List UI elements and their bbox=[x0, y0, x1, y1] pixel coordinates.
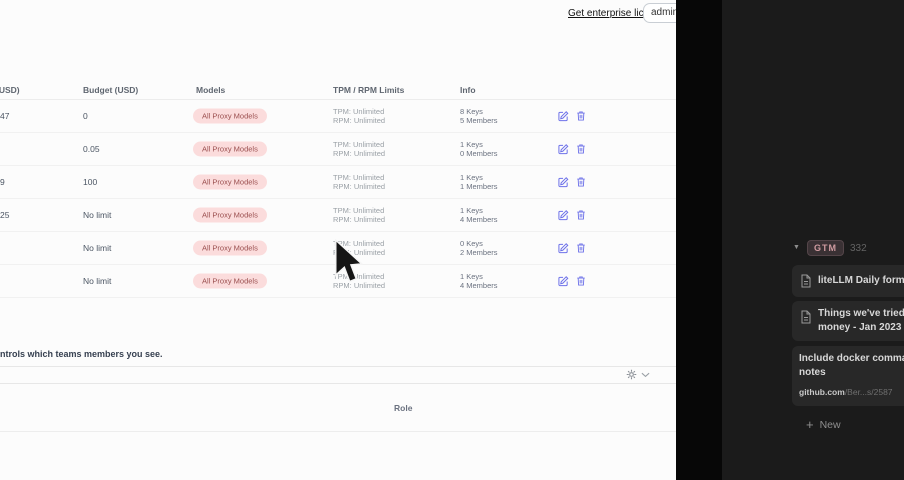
spend-value: 9 bbox=[0, 177, 5, 187]
note-subtitle: money - Jan 2023 bbox=[818, 322, 902, 333]
models-badge: All Proxy Models bbox=[193, 207, 267, 223]
edit-icon[interactable] bbox=[558, 177, 569, 188]
group-header: ▼ GTM 332 bbox=[722, 240, 904, 260]
note-title: Things we've tried bbox=[818, 308, 904, 319]
limits-value: TPM: Unlimited RPM: Unlimited bbox=[333, 206, 386, 224]
delete-icon[interactable] bbox=[576, 210, 586, 221]
col-info: Info bbox=[460, 85, 476, 95]
divider bbox=[0, 383, 676, 384]
table-row: 25 No limit All Proxy Models TPM: Unlimi… bbox=[0, 199, 676, 232]
models-badge: All Proxy Models bbox=[193, 141, 267, 157]
info-value: 0 Keys 2 Members bbox=[460, 239, 498, 257]
limits-value: TPM: Unlimited RPM: Unlimited bbox=[333, 173, 386, 191]
budget-value: No limit bbox=[83, 276, 112, 286]
note-card[interactable]: Include docker comma notes github.com/Be… bbox=[792, 346, 904, 406]
role-column-header: Role bbox=[394, 403, 413, 413]
note-title: liteLLM Daily forma bbox=[818, 275, 904, 286]
document-icon bbox=[801, 274, 811, 288]
models-badge: All Proxy Models bbox=[193, 273, 267, 289]
section-description: ntrols which teams members you see. bbox=[0, 349, 163, 359]
table-row: No limit All Proxy Models TPM: Unlimited… bbox=[0, 265, 676, 298]
edit-icon[interactable] bbox=[558, 144, 569, 155]
divider bbox=[0, 366, 676, 367]
group-count: 332 bbox=[850, 243, 867, 254]
budget-value: 100 bbox=[83, 177, 98, 187]
new-note-button[interactable]: + New bbox=[806, 417, 841, 432]
budget-value: No limit bbox=[83, 210, 112, 220]
limits-value: TPM: Unlimited RPM: Unlimited bbox=[333, 140, 386, 158]
document-icon bbox=[801, 310, 811, 324]
budget-value: 0 bbox=[83, 111, 88, 121]
limits-value: TPM: Unlimited RPM: Unlimited bbox=[333, 107, 386, 125]
models-badge: All Proxy Models bbox=[193, 108, 267, 124]
info-value: 1 Keys 0 Members bbox=[460, 140, 498, 158]
note-title-line2: notes bbox=[799, 367, 826, 378]
group-tag-badge[interactable]: GTM bbox=[807, 240, 844, 256]
info-value: 8 Keys 5 Members bbox=[460, 107, 498, 125]
window-gutter bbox=[676, 0, 722, 480]
table-row: 47 0 All Proxy Models TPM: Unlimited RPM:… bbox=[0, 100, 676, 133]
spend-value: 47 bbox=[0, 111, 10, 121]
edit-icon[interactable] bbox=[558, 276, 569, 287]
spend-value: 25 bbox=[0, 210, 10, 220]
delete-icon[interactable] bbox=[576, 276, 586, 287]
models-badge: All Proxy Models bbox=[193, 240, 267, 256]
note-title: Include docker comma bbox=[799, 353, 904, 364]
notes-side-panel: ▼ GTM 332 liteLLM Daily forma Things we'… bbox=[722, 0, 904, 480]
enterprise-license-link[interactable]: Get enterprise license bbox=[568, 8, 666, 19]
admin-app-area: Get enterprise license admin (USD) Budge… bbox=[0, 0, 687, 480]
plus-icon: + bbox=[806, 417, 814, 432]
table-row: No limit All Proxy Models TPM: Unlimited… bbox=[0, 232, 676, 265]
budget-value: 0.05 bbox=[83, 144, 100, 154]
info-value: 1 Keys 4 Members bbox=[460, 206, 498, 224]
github-link[interactable]: github.com/Ber...s/2587 bbox=[799, 387, 893, 397]
edit-icon[interactable] bbox=[558, 210, 569, 221]
chevron-down-icon[interactable] bbox=[641, 372, 650, 378]
delete-icon[interactable] bbox=[576, 243, 586, 254]
collapse-triangle-icon[interactable]: ▼ bbox=[793, 244, 800, 251]
divider bbox=[0, 431, 676, 432]
note-card[interactable]: liteLLM Daily forma bbox=[792, 265, 904, 297]
table-row: 0.05 All Proxy Models TPM: Unlimited RPM:… bbox=[0, 133, 676, 166]
budget-value: No limit bbox=[83, 243, 112, 253]
delete-icon[interactable] bbox=[576, 111, 586, 122]
col-models: Models bbox=[196, 85, 226, 95]
limits-value: TPM: Unlimited RPM: Unlimited bbox=[333, 239, 386, 257]
table-row: 9 100 All Proxy Models TPM: Unlimited RPM… bbox=[0, 166, 676, 199]
info-value: 1 Keys 4 Members bbox=[460, 272, 498, 290]
models-badge: All Proxy Models bbox=[193, 174, 267, 190]
delete-icon[interactable] bbox=[576, 144, 586, 155]
teams-table-header: (USD) Budget (USD) Models TPM / RPM Limi… bbox=[0, 82, 676, 100]
edit-icon[interactable] bbox=[558, 111, 569, 122]
edit-icon[interactable] bbox=[558, 243, 569, 254]
col-spend: (USD) bbox=[0, 85, 20, 95]
col-budget: Budget (USD) bbox=[83, 85, 139, 95]
info-value: 1 Keys 1 Members bbox=[460, 173, 498, 191]
gear-icon[interactable] bbox=[626, 369, 637, 380]
delete-icon[interactable] bbox=[576, 177, 586, 188]
col-limits: TPM / RPM Limits bbox=[333, 85, 405, 95]
note-card[interactable]: Things we've tried money - Jan 2023 bbox=[792, 301, 904, 341]
limits-value: TPM: Unlimited RPM: Unlimited bbox=[333, 272, 386, 290]
